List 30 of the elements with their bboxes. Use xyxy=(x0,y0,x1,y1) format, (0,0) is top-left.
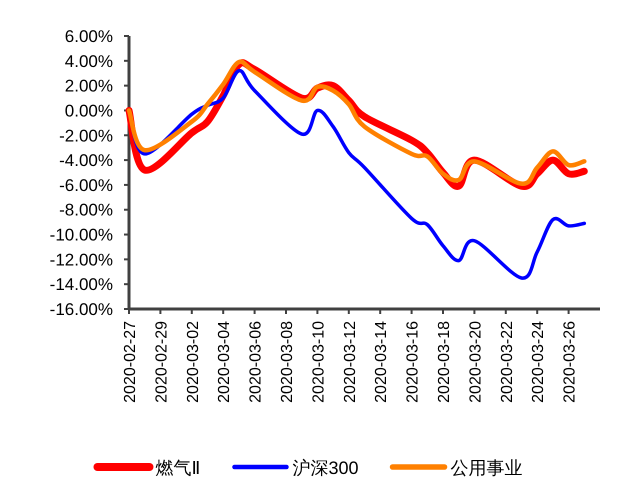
y-tick-label: -10.00% xyxy=(50,226,113,245)
y-tick-label: 0.00% xyxy=(64,101,113,120)
y-tick-label: -16.00% xyxy=(50,300,113,319)
y-tick-label: -12.00% xyxy=(50,250,113,270)
x-tick-label: 2020-03-20 xyxy=(467,320,484,403)
x-tick-label: 2020-02-29 xyxy=(153,320,170,403)
y-tick-label: -8.00% xyxy=(59,200,113,220)
y-tick-label: 2.00% xyxy=(64,76,113,96)
y-tick-label: -4.00% xyxy=(59,151,113,170)
x-tick-label: 2020-03-02 xyxy=(184,320,202,403)
y-tick-label: 6.00% xyxy=(64,27,113,46)
x-tick-label: 2020-03-08 xyxy=(279,320,296,403)
x-tick-label: 2020-03-26 xyxy=(562,320,579,403)
x-tick-label: 2020-03-06 xyxy=(248,320,265,403)
y-tick-label: -2.00% xyxy=(59,126,113,146)
x-tick-label: 2020-03-12 xyxy=(342,320,359,403)
y-tick-label: 4.00% xyxy=(64,52,113,71)
legend-label: 公用事业 xyxy=(450,458,523,478)
x-tick-label: 2020-02-27 xyxy=(122,320,139,403)
x-tick-label: 2020-03-24 xyxy=(530,320,548,403)
y-tick-label: -6.00% xyxy=(59,176,113,195)
legend-label: 沪深300 xyxy=(292,458,359,478)
x-tick-label: 2020-03-18 xyxy=(436,320,453,403)
x-tick-label: 2020-03-22 xyxy=(498,320,516,403)
x-tick-label: 2020-03-16 xyxy=(404,320,422,403)
y-tick-label: -14.00% xyxy=(50,275,113,294)
x-tick-label: 2020-03-04 xyxy=(216,320,234,403)
x-tick-label: 2020-03-14 xyxy=(373,320,390,403)
x-tick-label: 2020-03-10 xyxy=(310,320,328,403)
legend-label: 燃气Ⅱ xyxy=(155,458,200,478)
